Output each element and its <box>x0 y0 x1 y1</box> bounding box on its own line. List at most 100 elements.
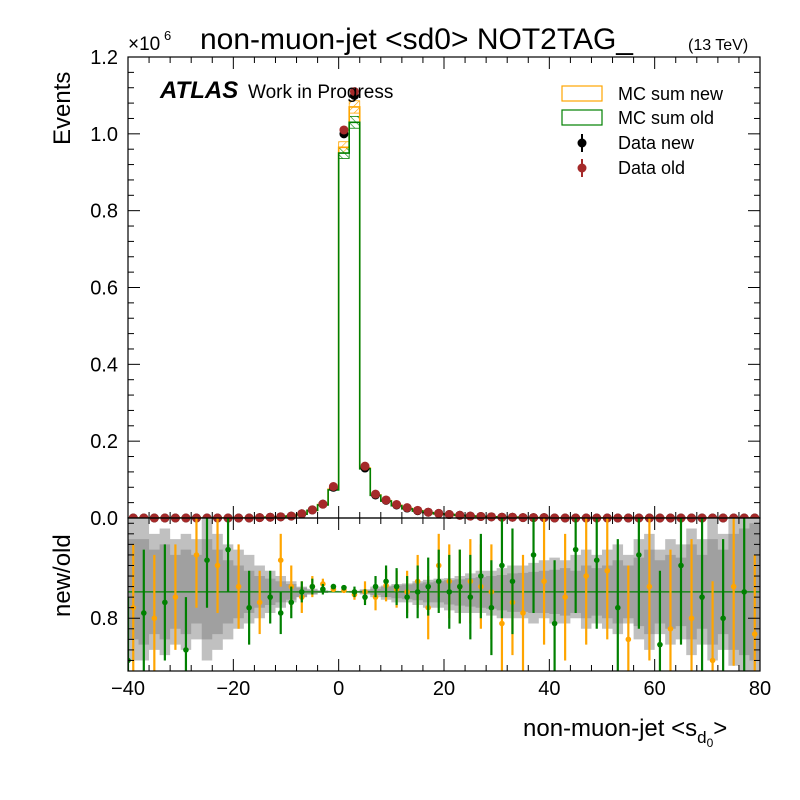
data-old-point <box>297 509 307 519</box>
y-multiplier-exponent: 6 <box>164 28 171 43</box>
legend-label-data-new: Data new <box>618 133 695 153</box>
data-old-point <box>286 511 296 521</box>
ratio-green-point <box>678 562 684 569</box>
legend-label-mc-new: MC sum new <box>618 84 724 104</box>
data-old-point <box>360 461 370 471</box>
ratio-green-point <box>383 578 389 585</box>
ratio-y-tick-label: 0.8 <box>90 608 118 630</box>
ratio-green-point <box>141 610 147 616</box>
ratio-green-point <box>467 594 474 600</box>
x-tick-label: 60 <box>644 678 666 700</box>
ratio-green-point <box>425 583 432 590</box>
x-axis-title-main: non-muon-jet <s <box>523 715 697 742</box>
ratio-orange-point <box>583 573 589 579</box>
data-old-point <box>413 505 423 515</box>
svg-text:non-muon-jet <sd0>: non-muon-jet <sd0> <box>523 715 727 750</box>
data-old-point <box>276 512 286 522</box>
legend-label-data-old: Data old <box>618 158 685 178</box>
ratio-green-point <box>488 604 495 611</box>
ratio-green-point <box>204 557 210 564</box>
atlas-sublabel: Work in Progress <box>248 82 393 103</box>
data-old-point <box>402 503 412 513</box>
ratio-green-point <box>320 586 326 593</box>
x-axis-title-sub: d <box>697 728 706 747</box>
x-tick-label: 40 <box>538 678 560 700</box>
ratio-orange-point <box>235 583 242 590</box>
x-tick-label: −40 <box>111 678 145 700</box>
x-axis-title: non-muon-jet <sd0> <box>523 715 727 750</box>
ratio-green-point <box>509 578 516 585</box>
ratio-orange-point <box>499 620 505 627</box>
data-old-point <box>444 510 454 520</box>
y-tick-label: 0.4 <box>90 354 118 376</box>
legend-swatch-mc-old <box>561 109 603 126</box>
data-old-point <box>507 512 517 522</box>
y-axis-title: Events <box>49 72 76 145</box>
atlas-label: ATLAS <box>159 77 238 104</box>
x-axis-title-subsub: 0 <box>707 736 714 750</box>
ratio-green-point <box>657 641 663 648</box>
ratio-green-point <box>183 647 189 653</box>
ratio-orange-point <box>646 583 653 590</box>
data-old-point <box>486 512 496 522</box>
ratio-green-point <box>741 589 747 595</box>
ratio-green-point <box>330 583 337 590</box>
ratio-green-point <box>267 594 274 600</box>
legend-marker-data-new <box>577 138 587 148</box>
ratio-green-point <box>288 599 295 606</box>
ratio-green-point <box>572 546 579 553</box>
ratio-orange-point <box>751 631 758 637</box>
data-old-point <box>307 505 317 515</box>
ratio-y-axis-title: new/old <box>49 534 76 617</box>
ratio-green-point <box>457 583 463 590</box>
ratio-orange-point <box>214 562 221 569</box>
ratio-green-point <box>593 557 600 564</box>
chart-title: non-muon-jet <sd0> NOT2TAG_ <box>200 23 634 56</box>
ratio-orange-point <box>193 552 200 558</box>
ratio-green-point <box>393 583 400 590</box>
ratio-green-point <box>309 583 316 590</box>
data-old-point <box>497 512 507 522</box>
ratio-orange-point <box>625 636 632 643</box>
y-tick-label: 1.2 <box>90 47 118 69</box>
y-tick-label: 0.8 <box>90 201 118 223</box>
data-old-point <box>465 511 475 521</box>
ratio-green-point <box>530 552 537 558</box>
mc-step-old <box>128 121 760 518</box>
legend: MC sum new MC sum old Data new Data old <box>561 84 724 178</box>
data-old-point <box>349 87 359 97</box>
data-old-point <box>423 507 433 517</box>
ratio-orange-point <box>688 615 695 622</box>
ratio-green-point <box>246 604 252 611</box>
ratio-green-point <box>699 594 705 600</box>
ratio-orange-point <box>604 567 611 574</box>
legend-swatch-mc-new <box>561 85 603 102</box>
ratio-green-point <box>372 583 379 590</box>
data-old-point <box>381 495 391 505</box>
ratio-green-point <box>341 584 347 591</box>
ratio-green-point <box>478 573 484 579</box>
ratio-orange-point <box>172 594 179 600</box>
ratio-green-point <box>299 589 305 595</box>
legend-marker-data-old <box>577 163 587 173</box>
data-old-point <box>476 511 486 521</box>
ratio-green-point <box>435 578 442 585</box>
ratio-green-point <box>499 562 505 569</box>
y-tick-label: 0.6 <box>90 278 118 300</box>
ratio-green-point <box>636 552 642 558</box>
ratio-orange-point <box>730 583 737 590</box>
ratio-green-point <box>351 589 358 595</box>
ratio-green-point <box>225 546 231 553</box>
data-old-point <box>434 508 444 518</box>
data-old-point <box>371 489 381 499</box>
ratio-orange-point <box>709 657 716 664</box>
ratio-orange-point <box>277 557 284 564</box>
data-old-point <box>318 499 328 509</box>
ratio-green-point <box>404 594 410 600</box>
ratio-orange-point <box>256 599 263 606</box>
ratio-green-point <box>615 604 621 611</box>
data-old-point <box>328 481 338 491</box>
x-tick-label: 0 <box>333 678 344 700</box>
x-tick-label: 20 <box>433 678 455 700</box>
